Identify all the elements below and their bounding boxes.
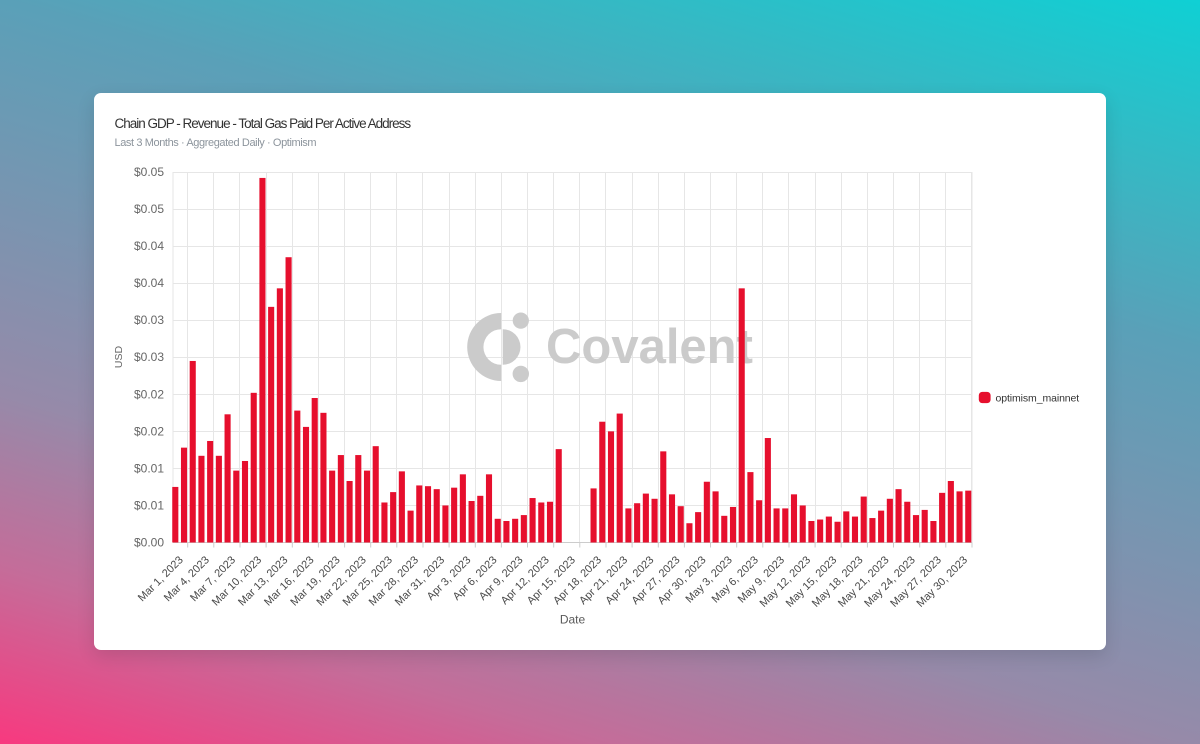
- svg-text:$0.01: $0.01: [134, 461, 164, 475]
- svg-text:$0.02: $0.02: [134, 387, 164, 401]
- svg-text:USD: USD: [113, 345, 125, 368]
- svg-text:Date: Date: [560, 613, 586, 627]
- svg-text:$0.00: $0.00: [134, 536, 164, 550]
- svg-text:$0.05: $0.05: [134, 165, 164, 179]
- svg-text:$0.03: $0.03: [134, 350, 164, 364]
- svg-text:$0.05: $0.05: [134, 202, 164, 216]
- svg-text:optimism_mainnet: optimism_mainnet: [996, 393, 1080, 405]
- svg-text:$0.01: $0.01: [134, 498, 164, 512]
- svg-text:$0.02: $0.02: [134, 424, 164, 438]
- svg-text:$0.04: $0.04: [134, 276, 164, 290]
- svg-text:$0.04: $0.04: [134, 239, 164, 253]
- svg-text:Covalent: Covalent: [546, 320, 753, 374]
- svg-text:$0.03: $0.03: [134, 313, 164, 327]
